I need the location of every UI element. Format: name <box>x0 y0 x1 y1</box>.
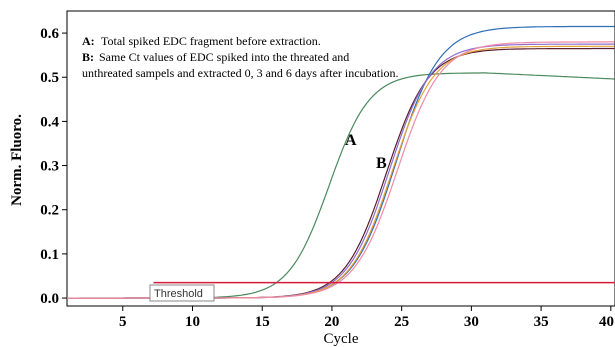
threshold-group: Threshold <box>149 281 615 302</box>
x-tick-label: 20 <box>324 314 339 330</box>
x-tick-label: 15 <box>255 314 270 330</box>
y-tick-label: 0.4 <box>40 114 59 130</box>
annotation-b-text-line1: Same Ct values of EDC spiked into the th… <box>99 50 349 64</box>
x-tick-label: 35 <box>534 314 549 330</box>
threshold-label: Threshold <box>154 288 203 300</box>
annotation-b-text-line2: unthreated sampels and extracted 0, 3 an… <box>82 66 399 80</box>
x-tick-label: 10 <box>185 314 200 330</box>
annotation-a-text: Total spiked EDC fragment before extract… <box>101 34 321 48</box>
plot-area <box>66 10 615 307</box>
y-tick-label: 0.0 <box>40 291 59 307</box>
x-tick-label: 40 <box>599 314 614 330</box>
curve-label-b: B <box>376 155 387 172</box>
x-axis-title: Cycle <box>324 331 359 347</box>
x-tick-label: 30 <box>464 314 479 330</box>
y-tick-label: 0.5 <box>40 70 59 86</box>
y-tick-label: 0.1 <box>40 247 59 263</box>
y-tick-label: 0.3 <box>40 159 59 175</box>
x-tick-label: 5 <box>119 314 127 330</box>
annotation-a-key: A: <box>82 34 95 48</box>
x-tick-label: 25 <box>394 314 409 330</box>
curve-label-a: A <box>345 132 357 149</box>
threshold-label-box <box>149 284 215 302</box>
y-axis-title: Norm. Fluoro. <box>9 114 25 206</box>
y-tick-label: 0.6 <box>40 26 59 42</box>
x-axis: 5 10 15 20 25 30 35 40 <box>119 306 614 330</box>
y-tick-label: 0.2 <box>40 203 59 219</box>
annotation-b-key: B: <box>82 50 94 64</box>
y-axis: 0.0 0.1 0.2 0.3 0.4 0.5 0.6 <box>40 26 67 307</box>
